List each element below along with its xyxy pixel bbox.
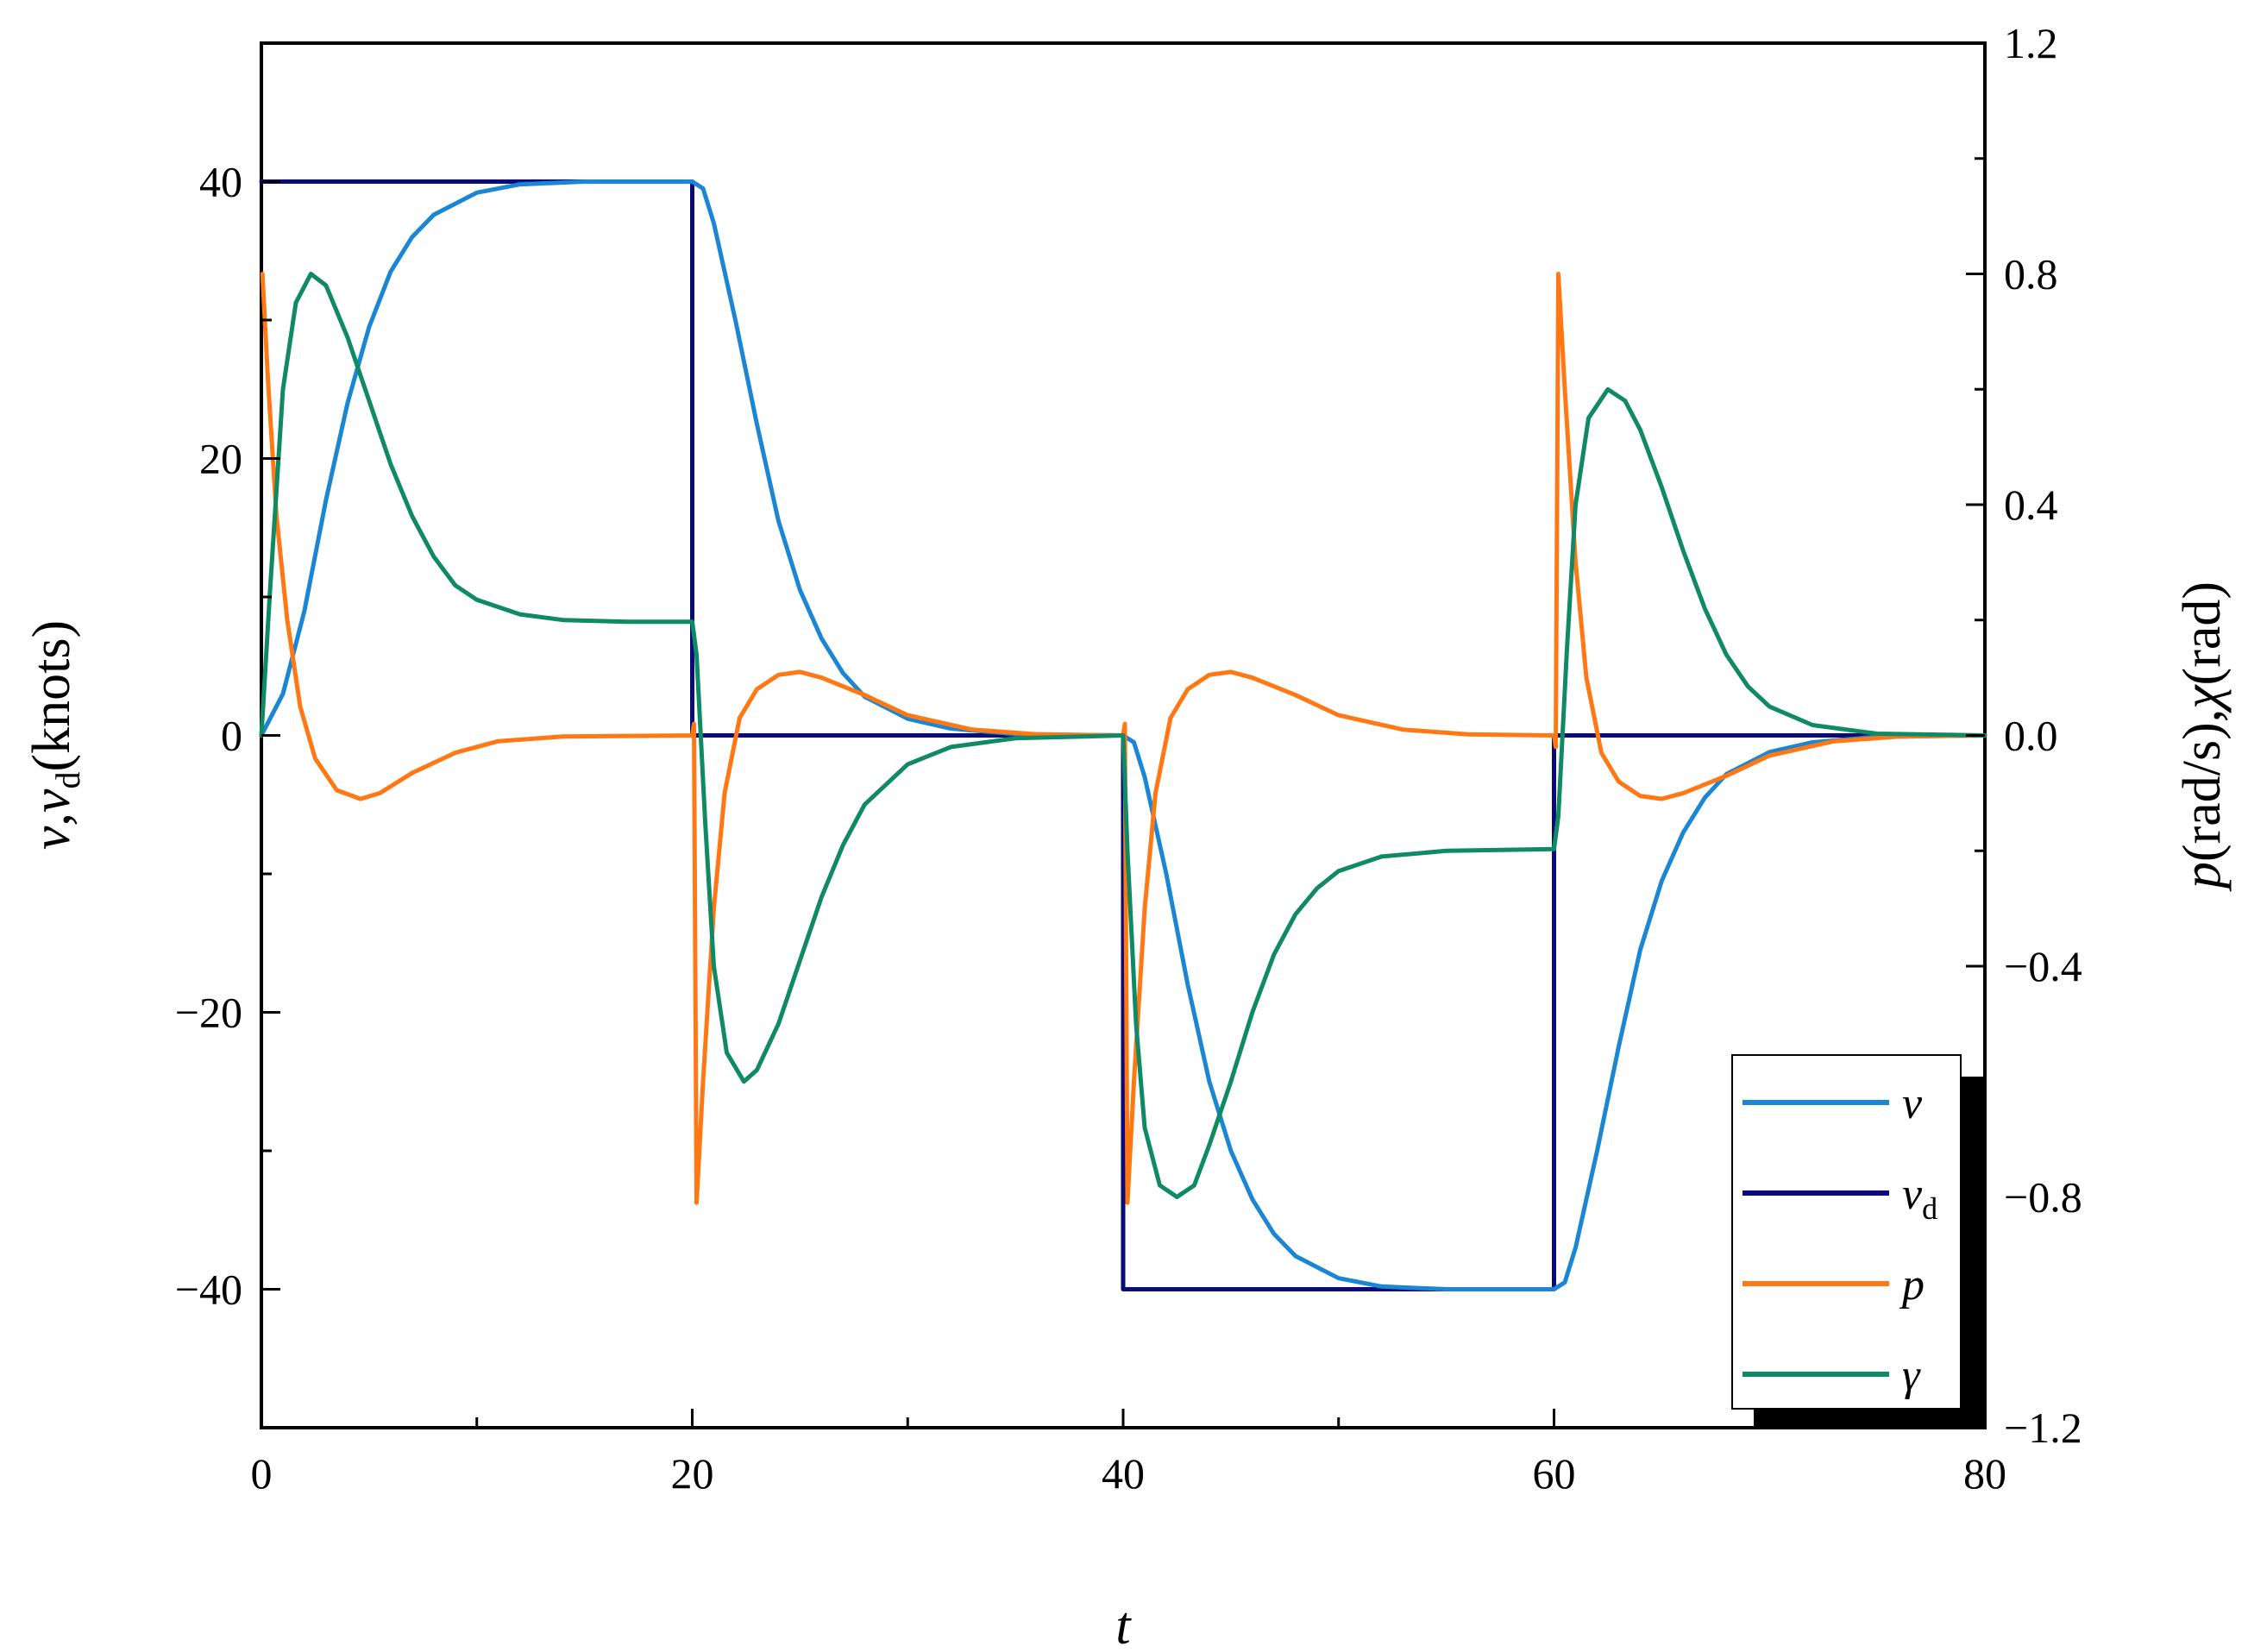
left-tick-label: 0 [221,712,242,760]
right-tick-label: 0.4 [2004,481,2058,529]
right-axis-title-p: p [2173,862,2232,892]
right-axis-title-chi: χ [2173,684,2232,713]
left-axis-title-v: v [22,826,81,850]
right-tick-label: 0.8 [2004,250,2058,298]
left-axis-title-sub: d [48,772,87,789]
right-tick-label: −1.2 [2004,1404,2082,1452]
series-line-p [260,272,1987,1205]
x-axis-title: t [1115,1597,1132,1652]
right-tick-label: −0.4 [2004,942,2082,990]
left-axis-title-comma: , [22,813,81,826]
legend-label: γ [1902,1351,1921,1400]
left-tick-label: −20 [175,989,242,1037]
series-line-v [259,179,1987,1291]
left-tick-label: 40 [199,158,242,206]
series-line-v_d [259,179,1987,1291]
right-axis-title: p(rad/s),χ(rad) [2173,581,2232,892]
right-tick-label: 1.2 [2004,19,2058,67]
legend-label: v [1902,1079,1923,1128]
x-tick-label: 20 [671,1449,714,1498]
right-axis-title-unit2: (rad) [2173,581,2232,685]
left-axis-title: v,vd(knots) [22,620,87,850]
x-tick-label: 60 [1533,1449,1576,1498]
left-axis-title-vd: v [22,788,81,813]
legend-label: p [1899,1260,1925,1310]
x-tick-label: 0 [251,1449,273,1498]
series-line-g [259,272,1987,1199]
x-tick-label: 40 [1102,1449,1145,1498]
series-layer [259,179,1987,1291]
right-tick-label: −0.8 [2004,1173,2082,1222]
tick-labels-layer: 0 20 40 60 80 40 20 0 −20 −40 1.2 0.8 0.4 0.0 −0.4 −0.8… [175,19,2082,1498]
left-tick-label: 20 [199,435,242,483]
left-axis-title-unit: (knots) [22,620,81,772]
legend-label-subscript: d [1922,1191,1937,1226]
right-tick-label: 0.0 [2004,712,2058,760]
right-axis-title-unit1: (rad/s), [2173,709,2232,862]
legend-box [1731,1054,1962,1410]
left-tick-label: −40 [175,1266,242,1314]
x-tick-label: 80 [1963,1449,2006,1498]
